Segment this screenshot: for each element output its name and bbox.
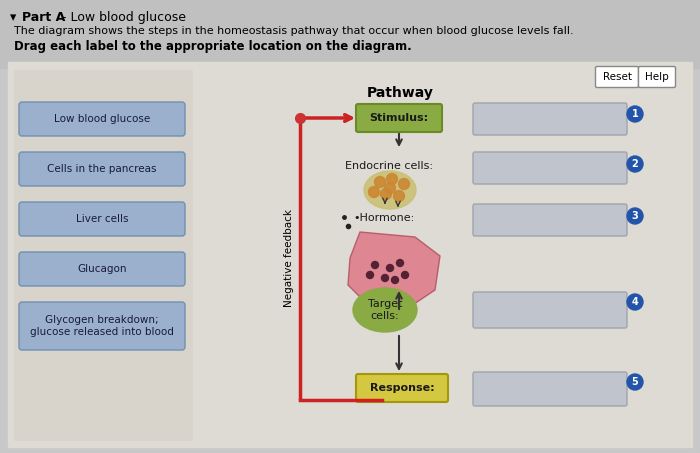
Circle shape: [374, 177, 386, 188]
Bar: [14, 70, 192, 440]
Circle shape: [393, 191, 405, 202]
Circle shape: [372, 261, 379, 269]
Text: Liver cells: Liver cells: [76, 214, 128, 224]
Text: Glucagon: Glucagon: [77, 264, 127, 274]
FancyBboxPatch shape: [19, 152, 185, 186]
Text: Help: Help: [645, 72, 669, 82]
FancyBboxPatch shape: [19, 102, 185, 136]
Text: Endocrine cells:: Endocrine cells:: [345, 161, 433, 171]
Text: Low blood glucose: Low blood glucose: [54, 114, 150, 124]
Text: - Low blood glucose: - Low blood glucose: [58, 11, 186, 24]
Circle shape: [627, 156, 643, 172]
Text: Stimulus:: Stimulus:: [370, 113, 428, 123]
Text: 4: 4: [631, 297, 638, 307]
Circle shape: [391, 276, 398, 284]
Text: Pathway: Pathway: [367, 86, 433, 100]
Circle shape: [367, 271, 374, 279]
Text: Target
cells:: Target cells:: [368, 299, 402, 321]
Ellipse shape: [364, 171, 416, 209]
FancyBboxPatch shape: [638, 67, 675, 87]
Circle shape: [382, 275, 388, 281]
FancyBboxPatch shape: [473, 204, 627, 236]
Circle shape: [627, 106, 643, 122]
Circle shape: [398, 178, 409, 189]
Ellipse shape: [353, 288, 417, 332]
FancyBboxPatch shape: [19, 302, 185, 350]
Text: Glycogen breakdown;
glucose released into blood: Glycogen breakdown; glucose released int…: [30, 315, 174, 337]
Text: ▾: ▾: [10, 11, 16, 24]
Text: 2: 2: [631, 159, 638, 169]
FancyBboxPatch shape: [19, 252, 185, 286]
Text: Negative feedback: Negative feedback: [284, 209, 294, 307]
Text: 1: 1: [631, 109, 638, 119]
Text: Cells in the pancreas: Cells in the pancreas: [48, 164, 157, 174]
FancyBboxPatch shape: [473, 152, 627, 184]
Text: 5: 5: [631, 377, 638, 387]
FancyBboxPatch shape: [596, 67, 638, 87]
Circle shape: [386, 173, 398, 184]
Circle shape: [381, 188, 391, 199]
Circle shape: [627, 294, 643, 310]
FancyBboxPatch shape: [473, 292, 627, 328]
Circle shape: [627, 208, 643, 224]
Polygon shape: [348, 232, 440, 308]
FancyBboxPatch shape: [356, 104, 442, 132]
FancyBboxPatch shape: [19, 202, 185, 236]
FancyBboxPatch shape: [356, 374, 448, 402]
Circle shape: [384, 183, 395, 193]
Text: Response:: Response:: [370, 383, 434, 393]
Text: 3: 3: [631, 211, 638, 221]
Circle shape: [627, 374, 643, 390]
Circle shape: [386, 265, 393, 271]
Text: •Hormone:: •Hormone:: [353, 213, 414, 223]
Text: Reset: Reset: [603, 72, 631, 82]
FancyBboxPatch shape: [473, 372, 627, 406]
Circle shape: [402, 271, 409, 279]
Text: Part A: Part A: [22, 11, 65, 24]
Text: The diagram shows the steps in the homeostasis pathway that occur when blood glu: The diagram shows the steps in the homeo…: [14, 26, 573, 36]
Bar: [8, 62, 692, 447]
Circle shape: [368, 187, 379, 198]
Text: Drag each label to the appropriate location on the diagram.: Drag each label to the appropriate locat…: [14, 40, 412, 53]
Bar: [0, 0, 700, 68]
Circle shape: [396, 260, 403, 266]
FancyBboxPatch shape: [473, 103, 627, 135]
